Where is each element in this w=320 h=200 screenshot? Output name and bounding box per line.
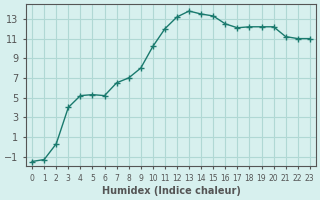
X-axis label: Humidex (Indice chaleur): Humidex (Indice chaleur) — [101, 186, 240, 196]
